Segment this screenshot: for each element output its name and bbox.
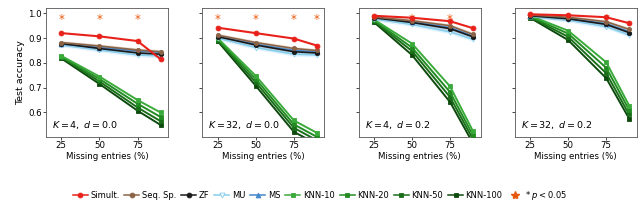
Text: *: * <box>58 13 64 26</box>
Text: $K=4,\ d=0.2$: $K=4,\ d=0.2$ <box>365 119 430 131</box>
Text: *: * <box>253 13 259 26</box>
Text: *: * <box>97 13 102 26</box>
Text: *: * <box>291 13 297 26</box>
Text: *: * <box>409 13 415 26</box>
Text: *: * <box>447 13 453 26</box>
Legend: Simult., Seq. Sp., ZF, MU, MS, KNN-10, KNN-20, KNN-50, KNN-100, * $p < 0.05$: Simult., Seq. Sp., ZF, MU, MS, KNN-10, K… <box>72 189 568 202</box>
Text: *: * <box>527 13 533 26</box>
X-axis label: Missing entries (%): Missing entries (%) <box>534 152 617 161</box>
Text: *: * <box>314 13 319 26</box>
Text: *: * <box>604 13 609 26</box>
X-axis label: Missing entries (%): Missing entries (%) <box>222 152 305 161</box>
Text: $K=32,\ d=0.0$: $K=32,\ d=0.0$ <box>209 119 280 131</box>
X-axis label: Missing entries (%): Missing entries (%) <box>66 152 148 161</box>
Text: *: * <box>134 13 141 26</box>
Text: *: * <box>565 13 571 26</box>
Y-axis label: Test accuracy: Test accuracy <box>17 40 26 105</box>
Text: *: * <box>214 13 221 26</box>
Text: $K=4,\ d=0.0$: $K=4,\ d=0.0$ <box>52 119 118 131</box>
Text: $K=32,\ d=0.2$: $K=32,\ d=0.2$ <box>521 119 592 131</box>
X-axis label: Missing entries (%): Missing entries (%) <box>378 152 461 161</box>
